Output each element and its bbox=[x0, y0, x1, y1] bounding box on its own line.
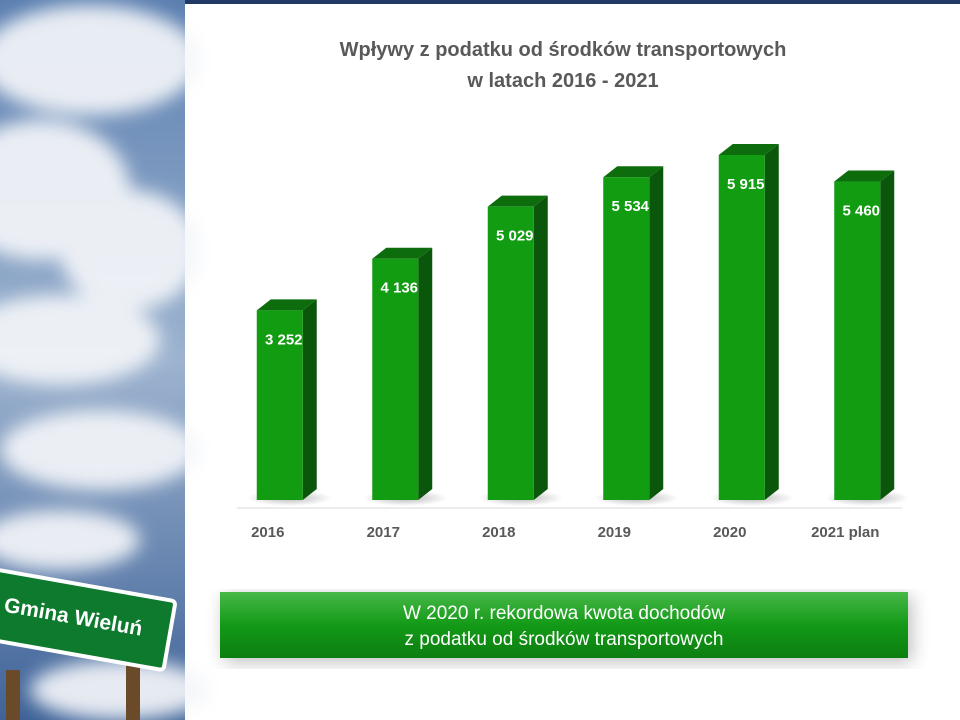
value-label: 5 029 bbox=[496, 228, 534, 245]
value-label: 5 915 bbox=[727, 176, 765, 193]
bar-top bbox=[603, 166, 664, 178]
chart-title: Wpływy z podatku od środków transportowy… bbox=[340, 39, 787, 61]
x-tick-label: 2018 bbox=[482, 524, 515, 541]
x-tick-label: 2017 bbox=[367, 524, 400, 541]
bar-top bbox=[256, 299, 317, 311]
bar-top bbox=[487, 195, 548, 207]
bar bbox=[603, 177, 650, 500]
x-tick-label: 2020 bbox=[713, 524, 746, 541]
annotation-box: W 2020 r. rekordowa kwota dochodów z pod… bbox=[220, 592, 912, 662]
bar bbox=[834, 181, 881, 501]
bar-top bbox=[372, 247, 433, 259]
top-rule bbox=[0, 0, 960, 4]
value-label: 5 460 bbox=[842, 203, 880, 220]
bar-side bbox=[880, 170, 895, 501]
value-label: 4 136 bbox=[380, 280, 418, 297]
chart-title: w latach 2016 - 2021 bbox=[466, 70, 658, 92]
road-sign: Gmina Wieluń bbox=[0, 566, 177, 720]
bar-side bbox=[418, 247, 433, 500]
annotation-line: z podatku od środków transportowych bbox=[405, 629, 724, 650]
bar bbox=[372, 258, 419, 500]
bar-top bbox=[718, 144, 779, 155]
bar bbox=[718, 155, 765, 500]
value-label: 3 252 bbox=[265, 331, 303, 348]
bar bbox=[256, 310, 303, 500]
bar-side bbox=[302, 299, 317, 500]
x-tick-label: 2016 bbox=[251, 524, 284, 541]
annotation-line: W 2020 r. rekordowa kwota dochodów bbox=[403, 603, 725, 624]
x-tick-label: 2019 bbox=[598, 524, 631, 541]
bar-side bbox=[533, 195, 548, 500]
bar bbox=[487, 206, 534, 500]
bar-top bbox=[834, 170, 895, 182]
x-tick-label: 2021 plan bbox=[811, 524, 879, 541]
plot: 3 252 2016 4 136 2017 5 029 2018 5 534 2019 5 91… bbox=[247, 144, 910, 541]
bar-side bbox=[649, 166, 664, 500]
value-label: 5 534 bbox=[611, 198, 649, 215]
bar-side bbox=[764, 144, 779, 500]
